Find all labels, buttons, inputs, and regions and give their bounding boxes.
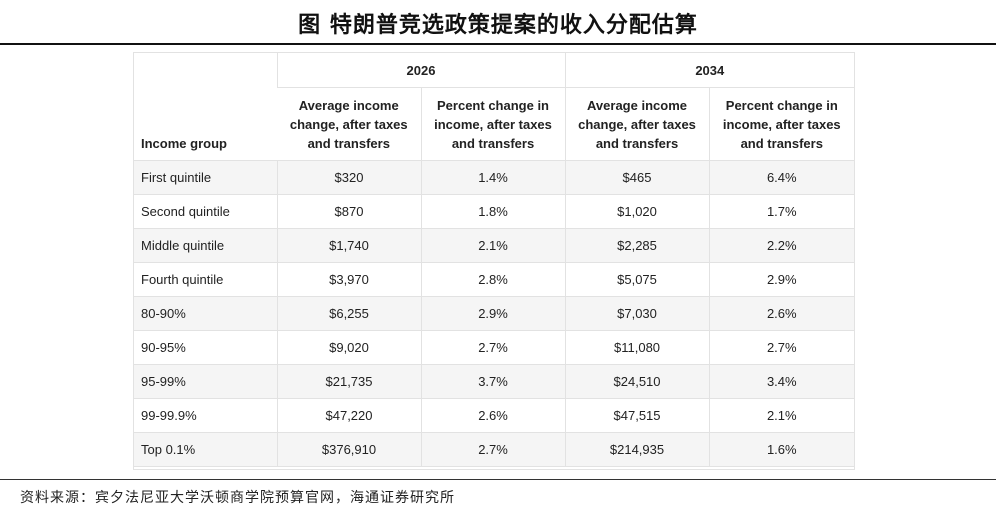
pct-change-2026-cell: 1.8% bbox=[420, 194, 566, 229]
pct-change-2026-cell: 3.7% bbox=[420, 364, 566, 399]
income-group-header: Income group bbox=[134, 53, 277, 161]
year-header-row: Income group 2026 2034 bbox=[134, 53, 855, 161]
income-table-frame: Income group 2026 2034 Average income ch… bbox=[133, 52, 855, 470]
pct-change-2026-cell: 2.6% bbox=[420, 398, 566, 433]
table-row: Fourth quintile $3,970 2.8% $5,075 2.9% bbox=[134, 262, 855, 297]
avg-change-2034-cell: $7,030 bbox=[564, 296, 710, 331]
avg-change-2026-cell: $376,910 bbox=[276, 432, 421, 467]
table-row: Top 0.1% $376,910 2.7% $214,935 1.6% bbox=[134, 432, 855, 467]
subheader-row: Average income change, after taxes and t… bbox=[134, 87, 855, 161]
pct-change-2034-cell: 2.6% bbox=[708, 296, 855, 331]
pct-change-2034-cell: 2.9% bbox=[708, 262, 855, 297]
avg-change-2034-cell: $2,285 bbox=[564, 228, 710, 263]
table-row: 99-99.9% $47,220 2.6% $47,515 2.1% bbox=[134, 398, 855, 433]
income-group-cell: Top 0.1% bbox=[134, 432, 277, 467]
subheader-pct-change-2026: Percent change in income, after taxes an… bbox=[420, 87, 566, 161]
table-row: 90-95% $9,020 2.7% $11,080 2.7% bbox=[134, 330, 855, 365]
avg-change-2026-cell: $21,735 bbox=[276, 364, 421, 399]
source-divider bbox=[0, 479, 996, 480]
pct-change-2034-cell: 6.4% bbox=[708, 160, 855, 195]
pct-change-2026-cell: 2.9% bbox=[420, 296, 566, 331]
income-group-cell: 95-99% bbox=[134, 364, 277, 399]
pct-change-2034-cell: 2.1% bbox=[708, 398, 855, 433]
pct-change-2034-cell: 2.7% bbox=[708, 330, 855, 365]
avg-change-2026-cell: $6,255 bbox=[276, 296, 421, 331]
avg-change-2034-cell: $1,020 bbox=[564, 194, 710, 229]
pct-change-2026-cell: 2.1% bbox=[420, 228, 566, 263]
avg-change-2026-cell: $870 bbox=[276, 194, 421, 229]
income-distribution-table: Income group 2026 2034 Average income ch… bbox=[134, 53, 855, 467]
table-row: Second quintile $870 1.8% $1,020 1.7% bbox=[134, 194, 855, 229]
avg-change-2026-cell: $47,220 bbox=[276, 398, 421, 433]
income-group-cell: Second quintile bbox=[134, 194, 277, 229]
avg-change-2034-cell: $465 bbox=[564, 160, 710, 195]
pct-change-2034-cell: 3.4% bbox=[708, 364, 855, 399]
table-body: First quintile $320 1.4% $465 6.4% Second qui… bbox=[134, 160, 855, 467]
year-header-2026: 2026 bbox=[276, 53, 566, 88]
subheader-avg-change-2026: Average income change, after taxes and t… bbox=[277, 87, 421, 161]
title-bar: 图 特朗普竞选政策提案的收入分配估算 bbox=[0, 0, 996, 45]
pct-change-2034-cell: 1.6% bbox=[708, 432, 855, 467]
subheader-avg-change-2034: Average income change, after taxes and t… bbox=[564, 87, 710, 161]
pct-change-2026-cell: 2.7% bbox=[420, 330, 566, 365]
income-group-cell: 99-99.9% bbox=[134, 398, 277, 433]
avg-change-2034-cell: $214,935 bbox=[564, 432, 710, 467]
income-group-cell: First quintile bbox=[134, 160, 277, 195]
avg-change-2026-cell: $9,020 bbox=[276, 330, 421, 365]
table-row: 80-90% $6,255 2.9% $7,030 2.6% bbox=[134, 296, 855, 331]
avg-change-2034-cell: $24,510 bbox=[564, 364, 710, 399]
table-row: First quintile $320 1.4% $465 6.4% bbox=[134, 160, 855, 195]
income-group-cell: 90-95% bbox=[134, 330, 277, 365]
source-note: 资料来源：宾夕法尼亚大学沃顿商学院预算官网，海通证券研究所 bbox=[20, 490, 455, 506]
income-group-cell: Middle quintile bbox=[134, 228, 277, 263]
pct-change-2026-cell: 2.7% bbox=[420, 432, 566, 467]
avg-change-2026-cell: $320 bbox=[276, 160, 421, 195]
table-row: 95-99% $21,735 3.7% $24,510 3.4% bbox=[134, 364, 855, 399]
avg-change-2026-cell: $3,970 bbox=[276, 262, 421, 297]
year-header-2034: 2034 bbox=[564, 53, 855, 88]
avg-change-2034-cell: $47,515 bbox=[564, 398, 710, 433]
income-group-cell: Fourth quintile bbox=[134, 262, 277, 297]
table-row: Middle quintile $1,740 2.1% $2,285 2.2% bbox=[134, 228, 855, 263]
pct-change-2034-cell: 2.2% bbox=[708, 228, 855, 263]
avg-change-2034-cell: $11,080 bbox=[564, 330, 710, 365]
pct-change-2026-cell: 1.4% bbox=[420, 160, 566, 195]
pct-change-2034-cell: 1.7% bbox=[708, 194, 855, 229]
income-group-cell: 80-90% bbox=[134, 296, 277, 331]
pct-change-2026-cell: 2.8% bbox=[420, 262, 566, 297]
avg-change-2026-cell: $1,740 bbox=[276, 228, 421, 263]
avg-change-2034-cell: $5,075 bbox=[564, 262, 710, 297]
subheader-pct-change-2034: Percent change in income, after taxes an… bbox=[708, 87, 855, 161]
figure-title: 图 特朗普竞选政策提案的收入分配估算 bbox=[298, 12, 698, 38]
